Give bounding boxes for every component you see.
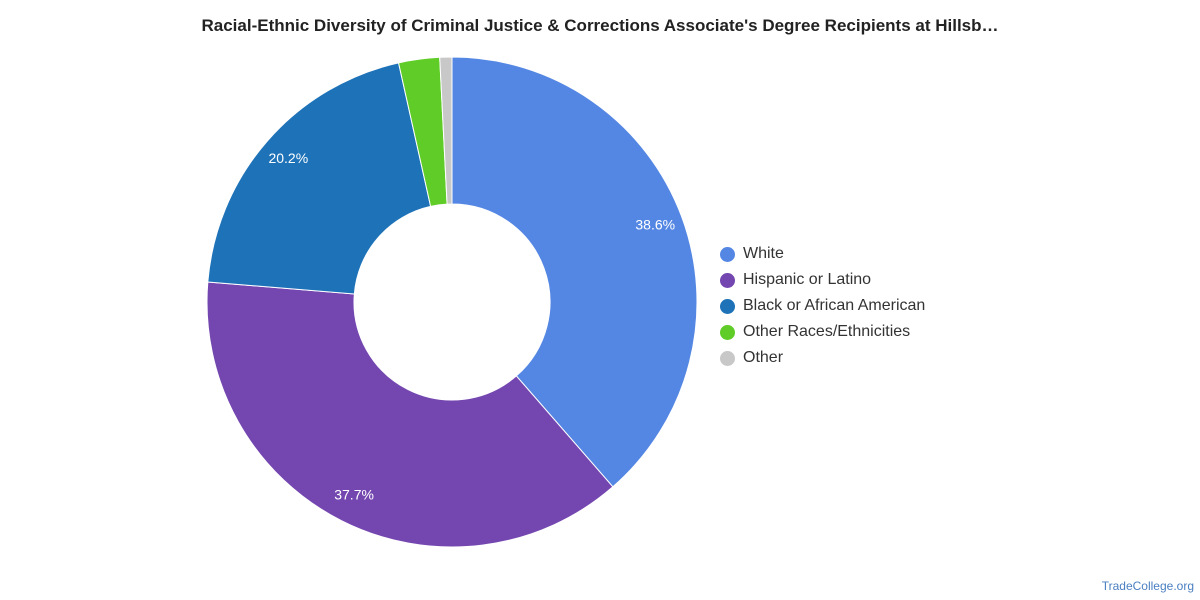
legend-item[interactable]: Black or African American (720, 293, 925, 319)
legend-label: Other Races/Ethnicities (743, 323, 911, 340)
legend-item[interactable]: Hispanic or Latino (720, 267, 925, 293)
legend-swatch (720, 246, 735, 262)
legend-label: Other (743, 349, 784, 366)
slice-hispanic-or-latino (206, 281, 614, 548)
legend-item[interactable]: White (720, 241, 925, 267)
watermark: TradeCollege.org (1101, 579, 1194, 593)
legend-swatch (720, 298, 735, 314)
slice-black-or-african-american (207, 62, 432, 295)
slice-other (439, 56, 453, 205)
slice-label: 37.7% (334, 486, 374, 502)
legend-item[interactable]: Other (720, 345, 925, 371)
legend-label: Black or African American (743, 297, 926, 314)
legend-label: Hispanic or Latino (743, 271, 872, 288)
chart-title: Racial-Ethnic Diversity of Criminal Just… (201, 16, 999, 35)
legend-swatch (720, 324, 735, 340)
slice-white (451, 56, 698, 488)
legend-swatch (720, 272, 735, 288)
slice-label: 38.6% (635, 217, 675, 233)
chart-legend: White Hispanic or Latino Black or African … (720, 241, 925, 371)
legend-item[interactable]: Other Races/Ethnicities (720, 319, 925, 345)
slice-label: 20.2% (268, 150, 308, 166)
legend-swatch (720, 350, 735, 366)
legend-label: White (743, 245, 784, 262)
